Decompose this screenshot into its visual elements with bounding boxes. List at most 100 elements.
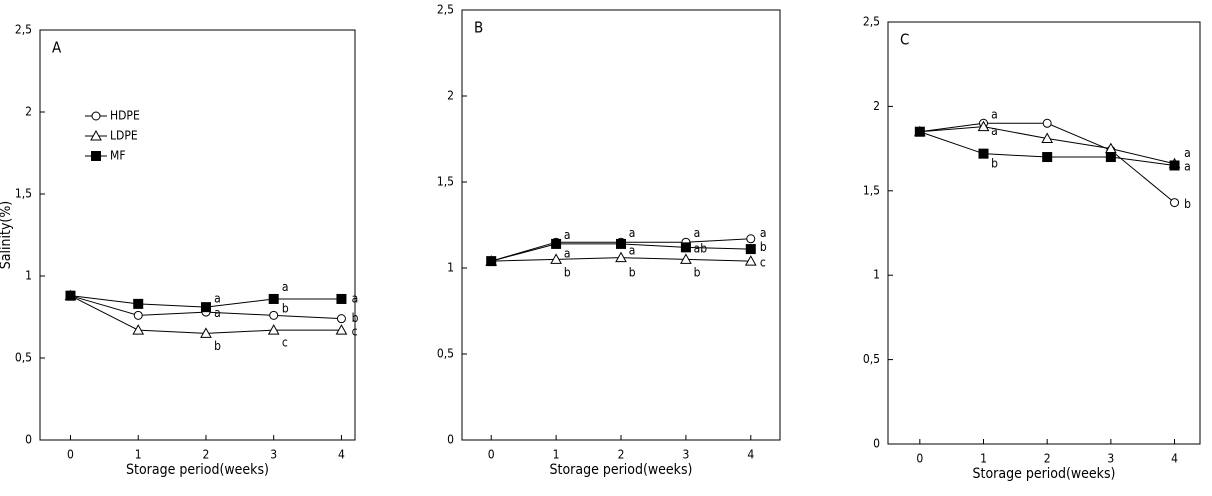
legend-marker	[91, 151, 101, 161]
marker	[335, 324, 348, 335]
marker	[745, 244, 756, 255]
marker	[1169, 160, 1180, 171]
annotation: a	[760, 226, 767, 240]
x-axis-label: Storage period(weeks)	[126, 462, 269, 478]
marker	[65, 290, 76, 301]
y-tick-label: 0,5	[437, 347, 454, 361]
title: B	[474, 19, 483, 37]
x-tick-label: 3	[682, 448, 689, 462]
marker	[744, 255, 757, 266]
marker	[269, 310, 279, 320]
annotation: a	[564, 247, 571, 261]
y-tick-label: 2,5	[863, 15, 880, 29]
annotation: a	[629, 243, 636, 257]
marker	[268, 293, 279, 304]
marker	[550, 253, 562, 264]
x-tick-label: 1	[553, 448, 560, 462]
marker	[977, 120, 990, 132]
annotation: a	[564, 228, 571, 242]
y-tick-label: 0	[25, 433, 32, 447]
y-tick-label: 1,5	[863, 183, 880, 197]
annotation: c	[760, 255, 766, 269]
y-tick-label: 2	[447, 89, 454, 103]
title: A	[52, 39, 62, 57]
x-tick-label: 2	[1044, 452, 1051, 466]
marker	[133, 298, 144, 309]
annotation: b	[214, 339, 221, 353]
legend-marker	[91, 111, 101, 121]
plot-frame	[39, 29, 356, 441]
marker	[1042, 118, 1052, 128]
marker	[133, 310, 143, 320]
x-tick-label: 2	[203, 448, 210, 462]
y-tick-label: 2	[25, 105, 32, 119]
annotation: a	[214, 306, 221, 320]
marker	[267, 324, 280, 335]
x-axis-label: Storage period(weeks)	[973, 466, 1116, 482]
x-tick-label: 3	[1107, 452, 1114, 466]
annotation: b	[1184, 197, 1191, 211]
annotation: b	[352, 311, 359, 325]
x-tick-label: 0	[67, 448, 74, 462]
marker	[680, 253, 692, 264]
annotation: b	[282, 301, 289, 315]
x-tick-label: 1	[980, 452, 987, 466]
y-tick-label: 2,5	[15, 23, 32, 37]
annotation: b	[991, 156, 998, 170]
y-tick-label: 2,5	[437, 3, 454, 17]
marker	[336, 314, 346, 324]
annotation: a	[991, 124, 998, 138]
annotation: a	[214, 291, 221, 305]
legend-label: MF	[110, 149, 126, 163]
legend-label: HDPE	[110, 109, 140, 123]
y-tick-label: 1	[873, 268, 880, 282]
marker	[914, 126, 925, 137]
annotation: a	[991, 107, 998, 121]
y-tick-label: 0	[447, 433, 454, 447]
marker	[486, 256, 497, 267]
y-tick-label: 0,5	[863, 352, 880, 366]
title: C	[900, 31, 909, 49]
annotation: b	[694, 266, 701, 280]
marker	[132, 324, 145, 335]
annotation: a	[1184, 146, 1191, 160]
legend-marker	[90, 129, 102, 141]
annotation: c	[282, 336, 288, 350]
marker	[615, 251, 627, 263]
annotation: a	[352, 291, 359, 305]
marker	[551, 238, 562, 249]
x-tick-label: 3	[270, 448, 277, 462]
y-tick-label: 1,5	[15, 187, 32, 201]
y-tick-label: 0	[873, 437, 880, 451]
y-axis-label: Salinity(%)	[0, 201, 14, 269]
y-tick-label: 1	[25, 269, 32, 283]
marker	[1042, 152, 1053, 163]
x-tick-label: 4	[747, 448, 754, 462]
annotation: a	[629, 226, 636, 240]
annotation: a	[694, 226, 701, 240]
x-tick-label: 4	[1171, 452, 1178, 466]
marker	[336, 293, 347, 304]
y-tick-label: 0,5	[15, 351, 32, 365]
x-tick-label: 0	[916, 452, 923, 466]
plot-frame	[887, 21, 1201, 445]
marker	[1170, 198, 1180, 208]
marker	[200, 327, 212, 338]
x-tick-label: 2	[618, 448, 625, 462]
legend-label: LDPE	[110, 129, 138, 143]
annotation: ab	[694, 242, 708, 256]
x-tick-label: 1	[135, 448, 142, 462]
marker	[200, 302, 211, 313]
annotation: a	[282, 280, 289, 294]
y-tick-label: 1	[447, 261, 454, 275]
y-tick-label: 1,5	[437, 175, 454, 189]
y-tick-label: 2	[873, 99, 880, 113]
x-axis-label: Storage period(weeks)	[550, 462, 693, 478]
annotation: c	[352, 324, 358, 338]
marker	[1105, 152, 1116, 163]
annotation: a	[1184, 160, 1191, 174]
x-tick-label: 4	[338, 448, 345, 462]
annotation: b	[760, 240, 767, 254]
marker	[746, 234, 756, 244]
